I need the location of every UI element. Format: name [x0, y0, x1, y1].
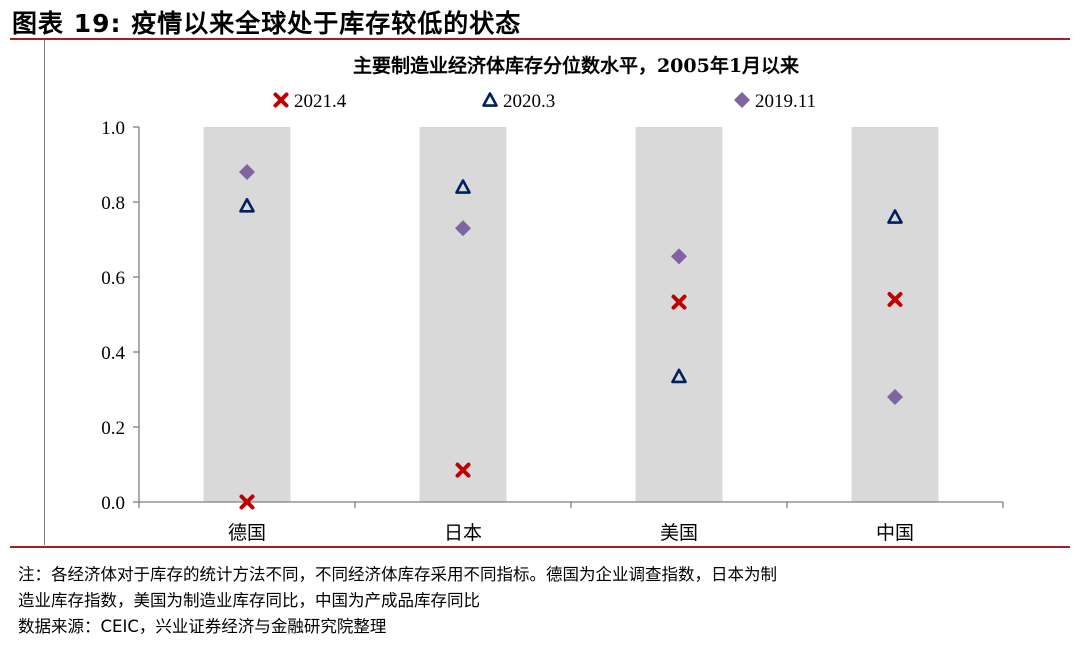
y-tick-label: 0.0: [101, 493, 125, 514]
y-tick-label: 0.8: [101, 193, 125, 214]
source-line: 数据来源：CEIC，兴业证券经济与金融研究院整理: [18, 617, 387, 636]
point-2019.11-美国: [671, 248, 687, 265]
note-line-1: 注：各经济体对于库存的统计方法不同，不同经济体库存采用不同指标。德国为企业调查指…: [18, 565, 777, 584]
chart-title: 主要制造业经济体库存分位数水平，2005年1月以来: [353, 54, 799, 77]
point-2020.3-德国: [239, 197, 255, 213]
x-tick-label: 日本: [444, 522, 482, 544]
band-2: [635, 127, 723, 502]
x-tick-label: 德国: [228, 522, 266, 544]
point-2019.11-中国: [887, 389, 903, 405]
figure-title: 图表 19: 疫情以来全球处于库存较低的状态: [12, 9, 522, 38]
legend-marker-1: [482, 92, 498, 107]
point-2020.3-日本: [455, 179, 471, 194]
x-tick-label: 中国: [876, 522, 914, 544]
x-tick-label: 美国: [660, 522, 698, 544]
point-2020.3-中国: [887, 209, 903, 224]
legend-label-2: 2019.11: [755, 91, 816, 112]
point-2021.4-德国: [239, 494, 255, 510]
y-tick-label: 0.4: [101, 343, 125, 364]
note-line-2: 造业库存指数，美国为制造业库存同比，中国为产成品库存同比: [18, 591, 480, 610]
point-2021.4-日本: [455, 462, 471, 478]
y-tick-label: 0.2: [101, 418, 125, 439]
notes: 注：各经济体对于库存的统计方法不同，不同经济体库存采用不同指标。德国为企业调查指…: [18, 562, 1068, 640]
y-tick-label: 1.0: [101, 118, 125, 139]
y-tick-label: 0.6: [101, 268, 125, 289]
frame-left-line: [44, 40, 45, 545]
point-2019.11-德国: [239, 164, 255, 180]
band-0: [203, 127, 291, 502]
point-2021.4-美国: [671, 294, 687, 310]
point-2020.3-美国: [671, 368, 687, 384]
band-1: [419, 127, 507, 502]
chart: 主要制造业经济体库存分位数水平，2005年1月以来 0.0 0.2 0.4 0.6 0.8…: [101, 54, 1004, 544]
point-2019.11-日本: [455, 220, 471, 237]
top-rule: [10, 38, 1070, 40]
legend-label-1: 2020.3: [503, 91, 555, 112]
band-3: [851, 127, 939, 502]
point-2021.4-中国: [887, 292, 903, 307]
legend-marker-0: [273, 92, 289, 108]
bottom-rule: [10, 546, 1070, 548]
legend-marker-2: [734, 92, 750, 108]
legend-label-0: 2021.4: [294, 91, 347, 112]
